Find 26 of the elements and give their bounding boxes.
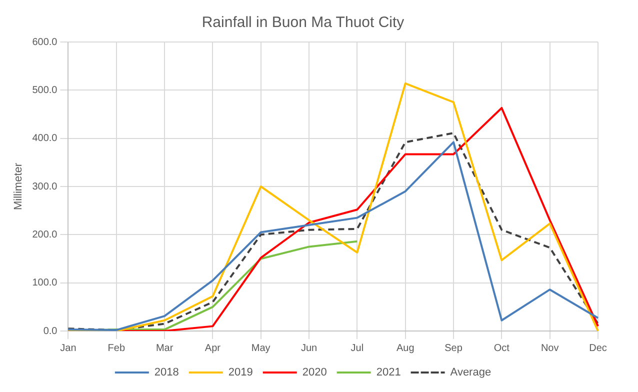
y-tick-label: 0.0 <box>43 326 58 337</box>
x-tick-label: Jan <box>60 342 76 354</box>
x-tick-label: Aug <box>396 342 414 354</box>
legend-label: Average <box>450 366 492 379</box>
legend-label: 2021 <box>376 366 401 379</box>
x-tick-label: Apr <box>204 342 222 354</box>
x-tick-label: Dec <box>589 342 607 354</box>
y-tick-label: 100.0 <box>32 278 58 289</box>
y-tick-label: 200.0 <box>32 229 58 240</box>
y-axis-title: Millimeter <box>12 162 25 210</box>
x-tick-label: Feb <box>108 342 126 354</box>
x-tick-label: Mar <box>156 342 174 354</box>
y-tick-label: 600.0 <box>32 36 58 48</box>
y-tick-label: 400.0 <box>32 133 58 144</box>
y-tick-label: 300.0 <box>32 181 58 192</box>
x-tick-label: Sep <box>444 342 463 354</box>
x-tick-label: May <box>251 342 270 354</box>
legend-label: 2019 <box>228 366 253 379</box>
chart-title: Rainfall in Buon Ma Thuot City <box>202 14 405 32</box>
y-tick-label: 500.0 <box>32 84 58 96</box>
x-tick-label: Jul <box>350 342 364 354</box>
legend-label: 2020 <box>302 366 327 379</box>
legend-label: 2018 <box>154 366 179 379</box>
x-tick-label: Oct <box>494 342 510 354</box>
x-tick-label: Jun <box>300 342 318 354</box>
x-tick-label: Nov <box>540 342 559 354</box>
